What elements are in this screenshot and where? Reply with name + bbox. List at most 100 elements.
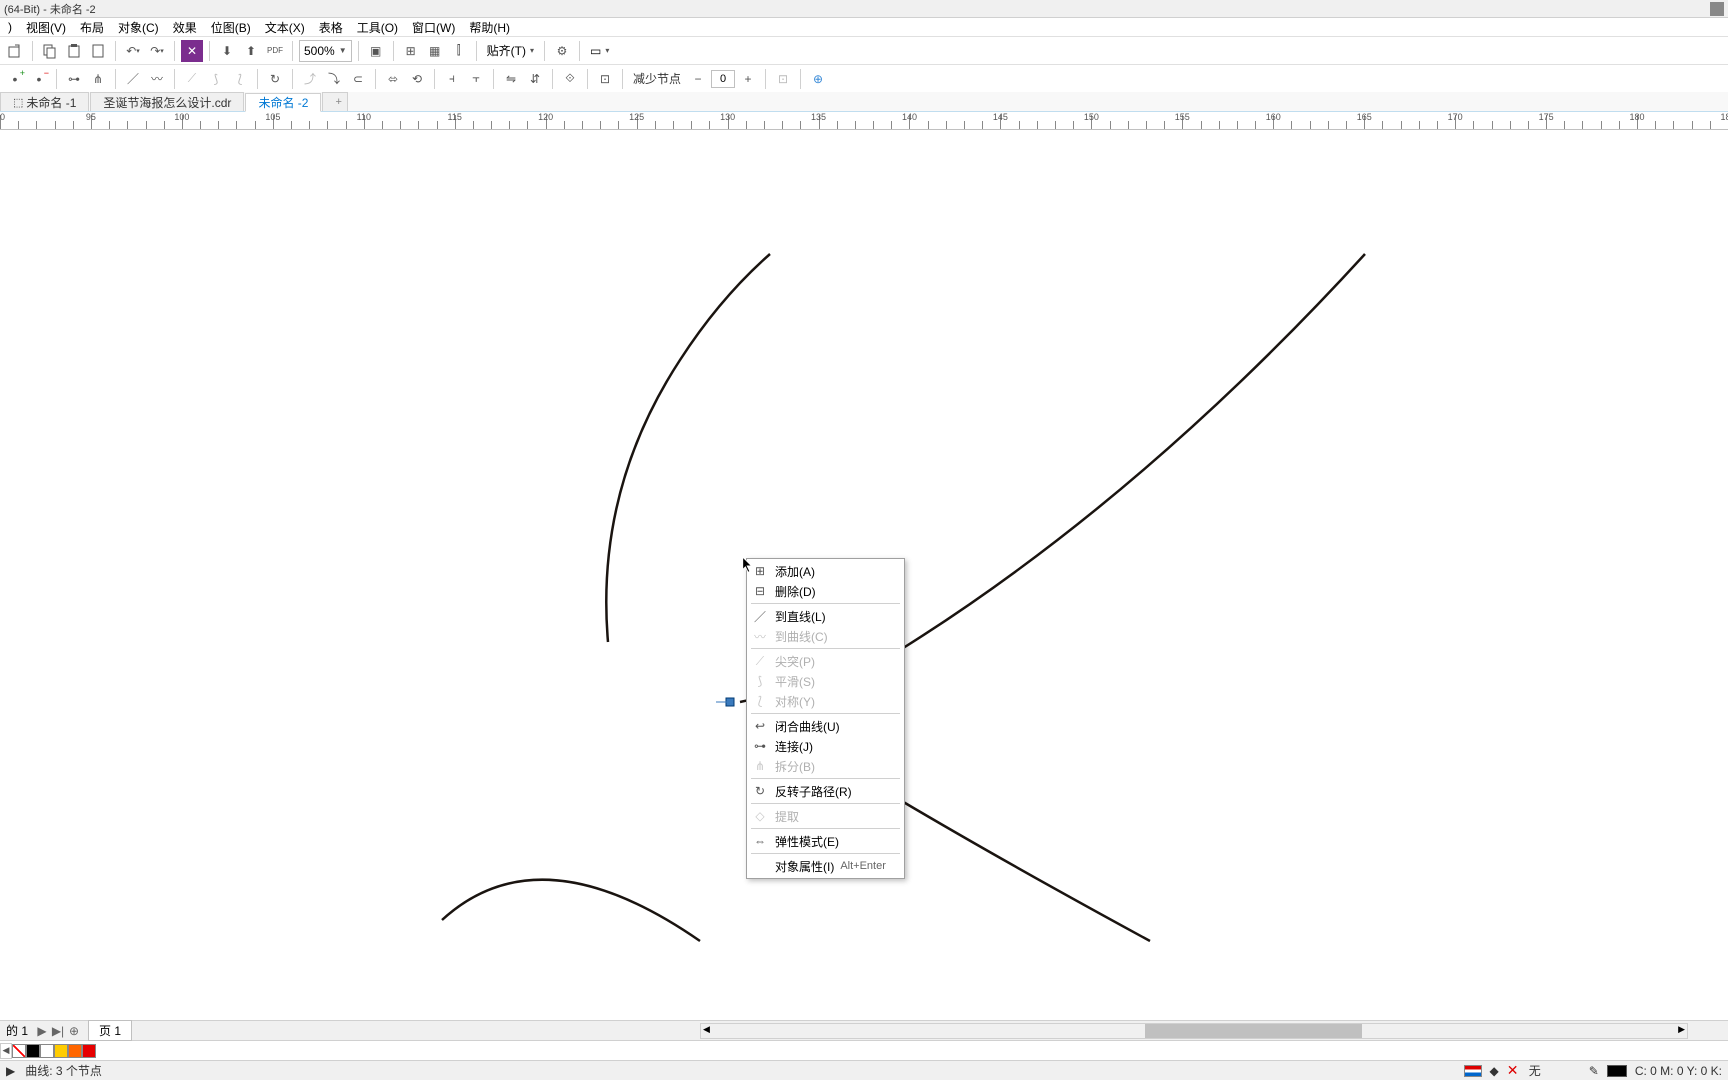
- color-swatch[interactable]: [54, 1044, 68, 1058]
- separator: [358, 41, 359, 61]
- increase-icon[interactable]: +: [737, 68, 759, 90]
- menu-window[interactable]: 窗口(W): [406, 18, 461, 37]
- context-item[interactable]: ⊟删除(D): [747, 581, 904, 601]
- options-icon[interactable]: ⚙: [551, 40, 573, 62]
- menu-help[interactable]: 帮助(H): [463, 18, 516, 37]
- status-outline-pen-icon[interactable]: ✎: [1589, 1064, 1599, 1078]
- menu-view[interactable]: 视图(V): [20, 18, 72, 37]
- context-item[interactable]: ↻反转子路径(R): [747, 781, 904, 801]
- context-item[interactable]: ⇔弹性模式(E): [747, 831, 904, 851]
- menu-truncated[interactable]: ): [2, 19, 18, 35]
- launch-dropdown[interactable]: ▭▾: [586, 40, 613, 62]
- status-outline-swatch[interactable]: [1607, 1065, 1627, 1077]
- redo-icon[interactable]: ↷▾: [146, 40, 168, 62]
- menu-tools[interactable]: 工具(O): [351, 18, 404, 37]
- menu-text[interactable]: 文本(X): [259, 18, 311, 37]
- reflect-v-icon[interactable]: ⇵: [524, 68, 546, 90]
- menu-layout[interactable]: 布局: [74, 18, 110, 37]
- to-line-icon[interactable]: ／: [122, 68, 144, 90]
- grid2-icon[interactable]: ▦: [424, 40, 446, 62]
- symm-icon[interactable]: ⟅: [229, 68, 251, 90]
- menu-effect[interactable]: 效果: [167, 18, 203, 37]
- context-separator: [751, 853, 900, 854]
- context-item[interactable]: ⊞添加(A): [747, 561, 904, 581]
- to-curve-icon[interactable]: 〰: [146, 68, 168, 90]
- app-icon[interactable]: ✕: [181, 40, 203, 62]
- color-swatch[interactable]: [68, 1044, 82, 1058]
- elastic-icon[interactable]: ⟐: [559, 68, 581, 90]
- delete-node-icon[interactable]: •−: [28, 68, 50, 90]
- export-icon[interactable]: [4, 40, 26, 62]
- context-item[interactable]: ⊶连接(J): [747, 736, 904, 756]
- color-swatch[interactable]: [26, 1044, 40, 1058]
- status-fill-icon[interactable]: ◆: [1490, 1064, 1499, 1078]
- separator: [765, 69, 766, 89]
- rotate-icon[interactable]: ⟲: [406, 68, 428, 90]
- zoom-dropdown[interactable]: 500% ▼: [299, 40, 352, 62]
- scroll-left-icon[interactable]: ◀: [703, 1024, 710, 1035]
- select-all-nodes-icon[interactable]: ⊡: [594, 68, 616, 90]
- pdf-icon[interactable]: PDF: [264, 40, 286, 62]
- scrollbar-thumb[interactable]: [1145, 1024, 1362, 1038]
- import-icon[interactable]: ⬇: [216, 40, 238, 62]
- add-btn-icon[interactable]: ⊕: [807, 68, 829, 90]
- clipboard-icon[interactable]: [87, 40, 109, 62]
- join-icon[interactable]: ⊶: [63, 68, 85, 90]
- reverse-icon[interactable]: ↻: [264, 68, 286, 90]
- align-h-icon[interactable]: ⫞: [441, 68, 463, 90]
- scroll-right-icon[interactable]: ▶: [1678, 1024, 1685, 1035]
- guides-icon[interactable]: ⫿: [448, 40, 470, 62]
- curve-path[interactable]: [900, 800, 1150, 941]
- bbox-icon[interactable]: ⊡: [772, 68, 794, 90]
- undo-icon[interactable]: ↶▾: [122, 40, 144, 62]
- ruler-label: 95: [86, 112, 96, 122]
- add-tab-button[interactable]: +: [322, 92, 348, 111]
- node-count-input[interactable]: [711, 70, 735, 88]
- status-flag-icon[interactable]: [1464, 1065, 1482, 1077]
- export2-icon[interactable]: ⬆: [240, 40, 262, 62]
- smooth-icon[interactable]: ⟆: [205, 68, 227, 90]
- copy-icon[interactable]: [39, 40, 61, 62]
- context-item[interactable]: 对象属性(I)Alt+Enter: [747, 856, 904, 876]
- page-last-icon[interactable]: ▶|: [50, 1024, 66, 1038]
- page-next-icon[interactable]: ▶: [34, 1024, 50, 1038]
- context-separator: [751, 713, 900, 714]
- menu-object[interactable]: 对象(C): [112, 18, 165, 37]
- snap-dropdown[interactable]: 贴齐(T) ▾: [483, 40, 538, 62]
- doc-tab-2[interactable]: 未命名 -2: [245, 93, 321, 112]
- add-node-icon[interactable]: •+: [4, 68, 26, 90]
- decrease-icon[interactable]: −: [687, 68, 709, 90]
- horizontal-scrollbar[interactable]: ◀ ▶: [700, 1023, 1688, 1039]
- menu-bitmap[interactable]: 位图(B): [205, 18, 257, 37]
- stretch-icon[interactable]: ⬄: [382, 68, 404, 90]
- extend-icon[interactable]: ⤴: [299, 68, 321, 90]
- align-v-icon[interactable]: ⫟: [465, 68, 487, 90]
- canvas[interactable]: ⊞添加(A)⊟删除(D)／到直线(L)〰到曲线(C)⟋尖突(P)⟆平滑(S)⟅对…: [0, 130, 1728, 1020]
- close-curve-icon[interactable]: ⊂: [347, 68, 369, 90]
- extract-icon[interactable]: ⤵: [323, 68, 345, 90]
- reflect-h-icon[interactable]: ⇋: [500, 68, 522, 90]
- ruler-label: 130: [720, 112, 735, 122]
- curve-path[interactable]: [442, 880, 700, 941]
- page-add-icon[interactable]: ⊕: [66, 1024, 82, 1038]
- paste-icon[interactable]: [63, 40, 85, 62]
- color-swatch[interactable]: [82, 1044, 96, 1058]
- color-none[interactable]: [12, 1044, 26, 1058]
- context-item[interactable]: ／到直线(L): [747, 606, 904, 626]
- palette-prev-icon[interactable]: ◀: [0, 1043, 12, 1059]
- page-navigation: 的 1 ▶ ▶| ⊕ 页 1 ◀ ▶: [0, 1020, 1728, 1040]
- context-item-label: 对象属性(I): [775, 858, 834, 875]
- grid1-icon[interactable]: ⊞: [400, 40, 422, 62]
- doc-tab-0[interactable]: ⬚ 未命名 -1: [0, 92, 89, 111]
- ruler-label: 165: [1357, 112, 1372, 122]
- context-item[interactable]: ↩闭合曲线(U): [747, 716, 904, 736]
- doc-tab-1[interactable]: 圣诞节海报怎么设计.cdr: [90, 92, 244, 111]
- fullscreen-icon[interactable]: ▣: [365, 40, 387, 62]
- page-tab[interactable]: 页 1: [88, 1020, 132, 1041]
- title-icon[interactable]: [1710, 2, 1724, 16]
- break-icon[interactable]: ⋔: [87, 68, 109, 90]
- menu-table[interactable]: 表格: [313, 18, 349, 37]
- cusp-icon[interactable]: ⟋: [181, 68, 203, 90]
- context-item-label: 尖突(P): [775, 653, 815, 670]
- color-swatch[interactable]: [40, 1044, 54, 1058]
